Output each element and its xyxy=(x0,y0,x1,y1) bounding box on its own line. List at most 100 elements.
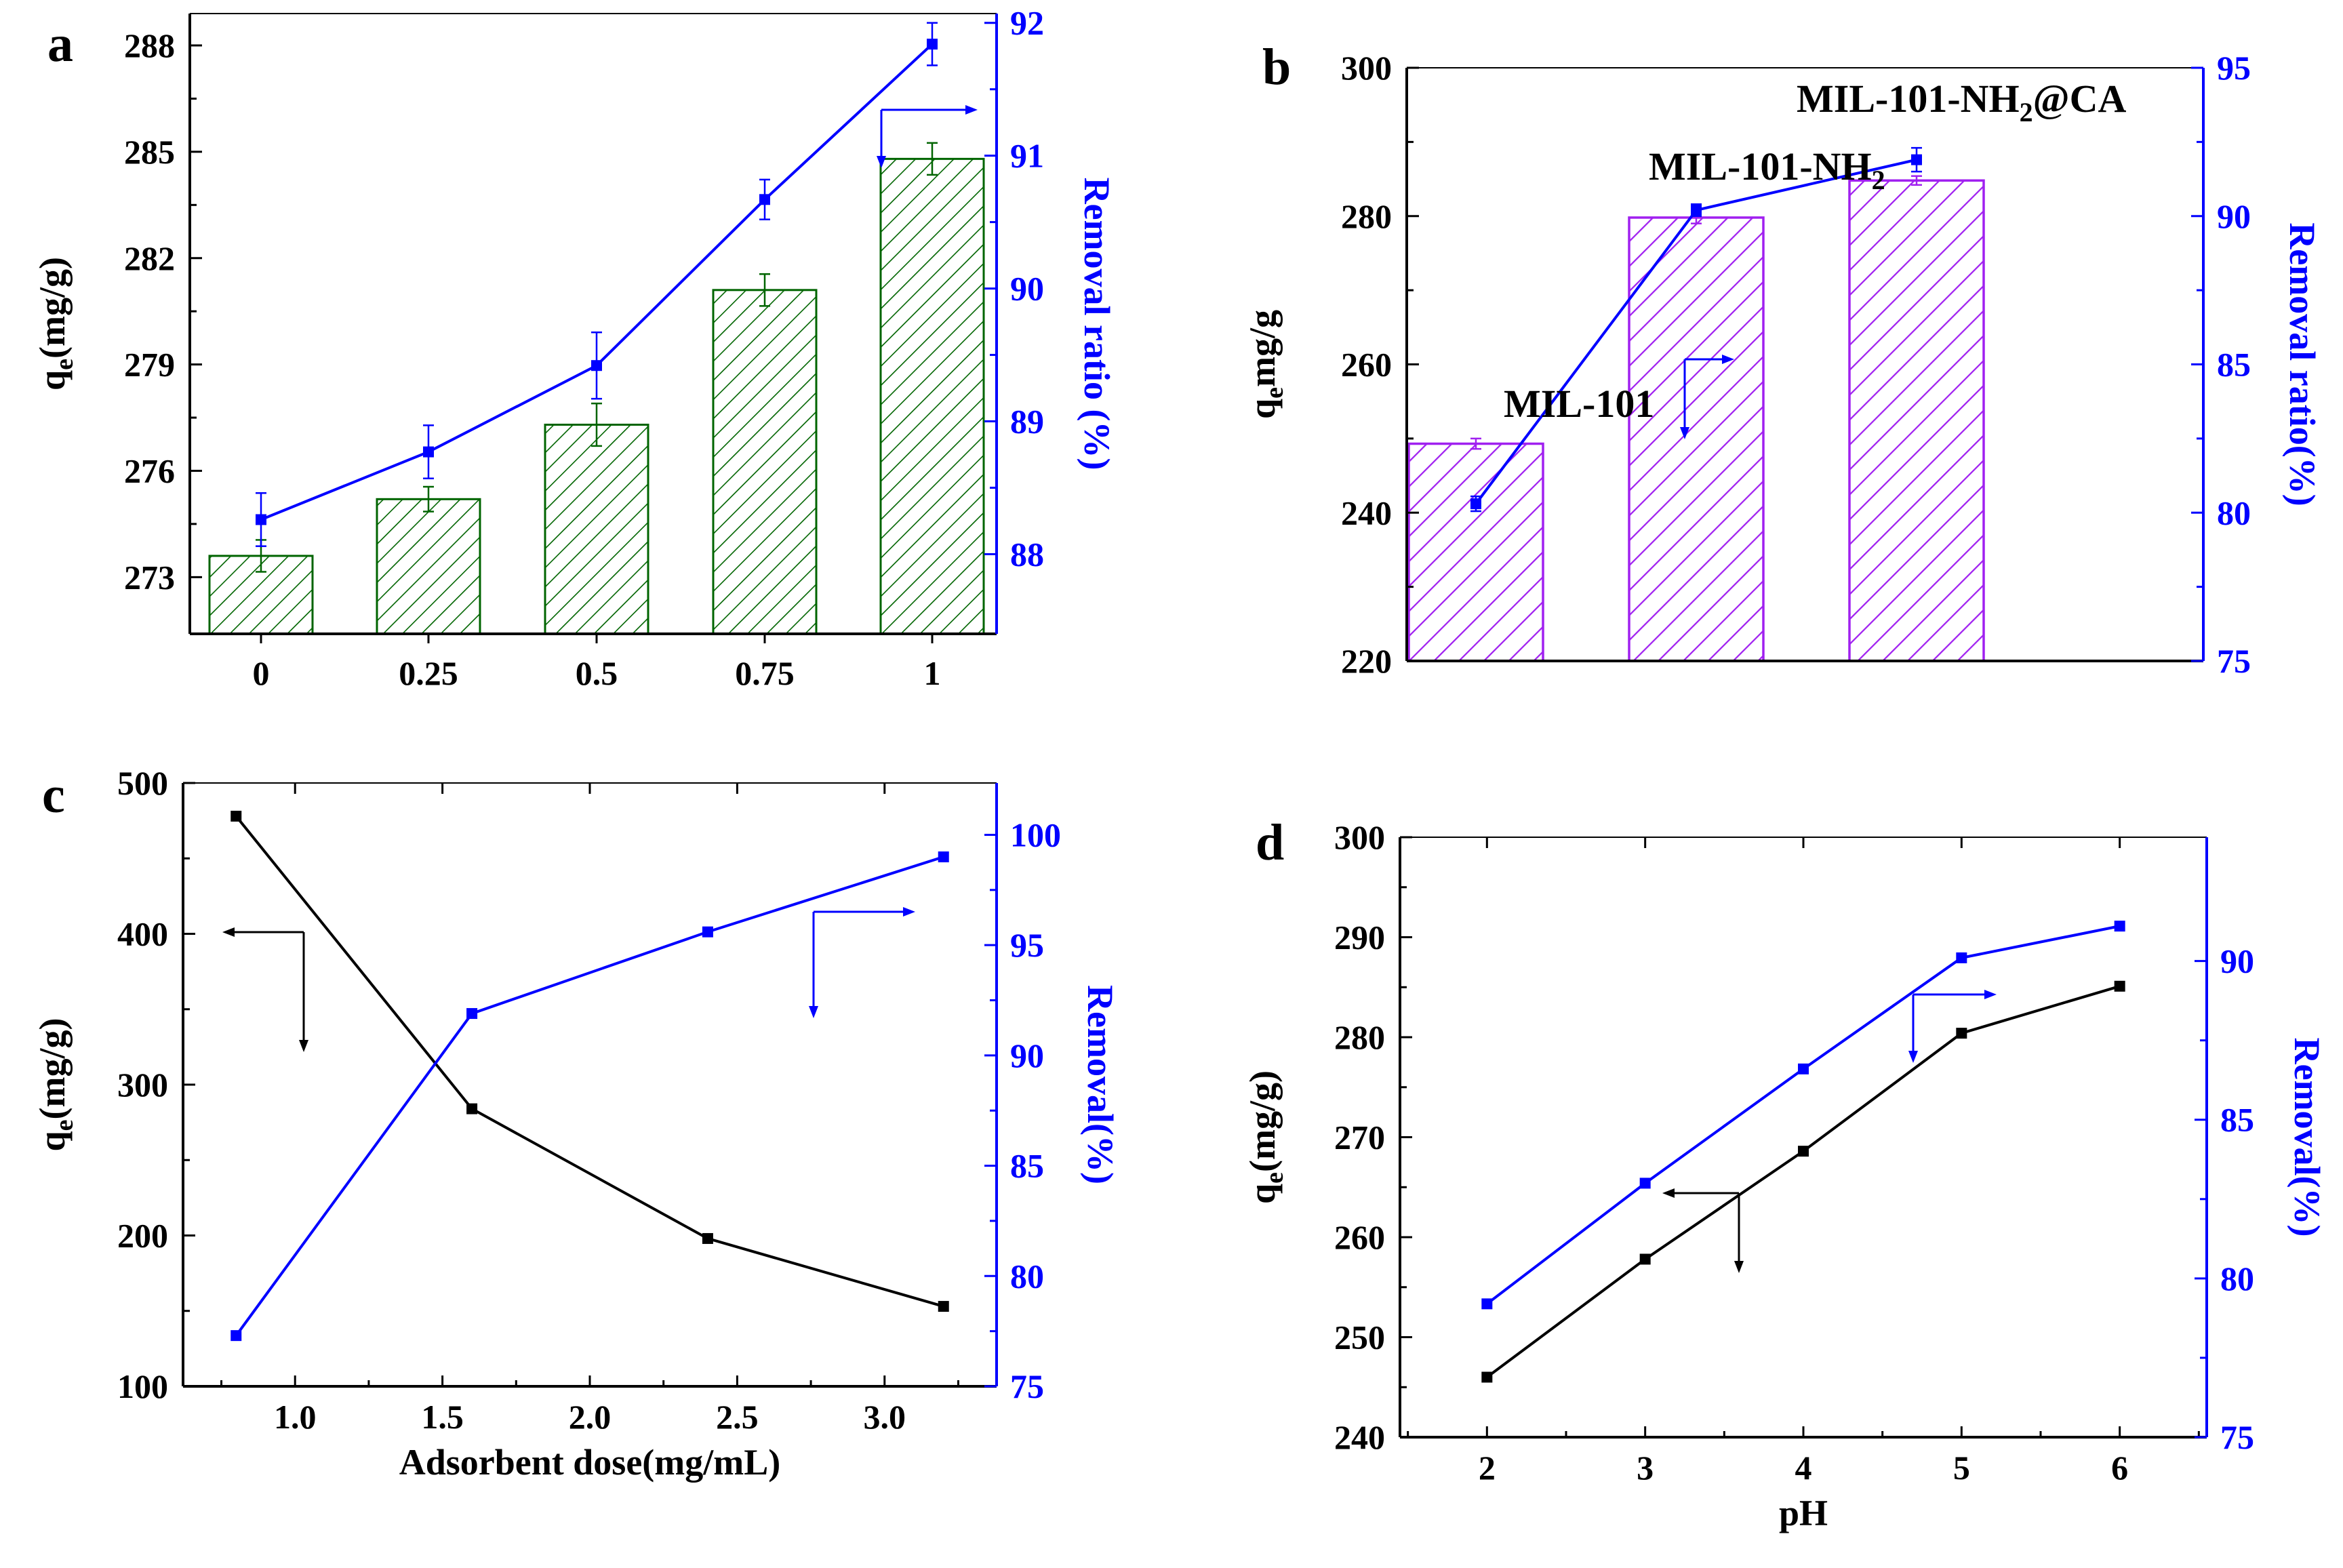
panel-c-point-removal xyxy=(231,1330,242,1342)
panel-d-x-tick-label: 5 xyxy=(1953,1449,1970,1487)
panel-d-left-tick-label: 250 xyxy=(1334,1319,1385,1356)
panel-a-x-tick-label: 0.25 xyxy=(399,654,458,692)
panel-d-x-tick-label: 6 xyxy=(2111,1449,2128,1487)
panel-c-right-tick-label: 75 xyxy=(1010,1367,1044,1405)
panel-c-xlabel: Adsorbent dose(mg/mL) xyxy=(399,1442,781,1483)
panel-c-point-removal xyxy=(702,926,713,938)
panel-d-x-tick-label: 3 xyxy=(1637,1449,1654,1487)
panel-a-x-tick-label: 1 xyxy=(924,654,941,692)
panel-c-ylabel: qe(mg/g) xyxy=(32,1018,79,1152)
panel-d-removal-pointer-h-head xyxy=(1984,990,1997,999)
panel-c-x-tick-label: 2.0 xyxy=(569,1398,612,1436)
panel-a-line-point xyxy=(927,39,938,50)
panel-c-point-qe xyxy=(702,1232,713,1244)
panel-c-letter: c xyxy=(42,767,65,824)
panel-b-left-tick-label: 300 xyxy=(1341,49,1392,87)
panel-c-x-tick-label: 3.0 xyxy=(864,1398,906,1436)
panel-a-left-tick-label: 282 xyxy=(124,239,175,277)
panel-d-left-tick-label: 280 xyxy=(1334,1018,1385,1056)
panel-b-right-tick-label: 75 xyxy=(2217,642,2251,680)
panel-a-letter: a xyxy=(47,16,73,73)
panel-c-point-removal xyxy=(938,851,949,863)
panel-d-point-qe xyxy=(1956,1028,1967,1039)
panel-b-bar-label: MIL-101 xyxy=(1504,382,1654,426)
panel-c-right-tick-label: 95 xyxy=(1010,926,1044,964)
panel-b-left-tick-label: 240 xyxy=(1341,494,1392,531)
panel-d-point-qe xyxy=(1639,1253,1651,1265)
panel-b-right-tick-label: 90 xyxy=(2217,197,2251,235)
panel-a-axis-pointer-v-head xyxy=(877,156,886,168)
panel-c-left-tick-label: 500 xyxy=(117,764,168,802)
panel-b-line-point xyxy=(1470,498,1481,510)
panel-a-line-point xyxy=(423,446,434,458)
panel-d-left-tick-label: 290 xyxy=(1334,919,1385,957)
panel-d-left-tick-label: 300 xyxy=(1334,818,1385,856)
panel-b-line-point xyxy=(1691,205,1702,216)
panel-b-axis-pointer-v-head xyxy=(1680,427,1689,439)
panel-c-point-removal xyxy=(466,1008,478,1020)
panel-d: d 2 3 4 5 6 pH 240 250 260 270 280 290 300 75 80 85 90 qe… xyxy=(1242,814,2327,1533)
panel-c-point-qe xyxy=(231,810,242,822)
panel-c-point-qe xyxy=(466,1103,478,1114)
panel-c-qe-pointer-h-head xyxy=(222,927,235,937)
panel-a-right-tick-label: 88 xyxy=(1010,535,1044,573)
panel-d-right-tick-label: 75 xyxy=(2220,1418,2254,1456)
panel-c-series-removal xyxy=(235,856,944,1337)
panel-c-right-tick-label: 100 xyxy=(1010,816,1061,853)
panel-c-left-tick-label: 300 xyxy=(117,1066,168,1104)
panel-b-left-tick-label: 220 xyxy=(1341,642,1392,680)
panel-b-ylabel: qemg/g xyxy=(1242,310,1289,419)
panel-a-line-point xyxy=(759,194,770,205)
panel-c-x-tick-label: 2.5 xyxy=(716,1398,759,1436)
panel-b-bar xyxy=(1628,216,1765,662)
panel-c-right-tick-label: 85 xyxy=(1010,1147,1044,1185)
panel-c-y2label: Removal(%) xyxy=(1080,985,1121,1184)
panel-d-ylabel: qe(mg/g) xyxy=(1242,1070,1289,1204)
panel-a-line-point xyxy=(256,514,266,525)
panel-d-point-removal xyxy=(2114,921,2125,932)
panel-d-point-removal xyxy=(1798,1063,1809,1074)
panel-a-right-tick-label: 90 xyxy=(1010,270,1044,308)
panel-a-line-point xyxy=(591,360,602,371)
panel-d-series-qe xyxy=(1486,984,2121,1379)
panel-c-left-tick-label: 200 xyxy=(117,1217,168,1255)
panel-b-right-tick-label: 95 xyxy=(2217,49,2251,87)
panel-d-letter: d xyxy=(1256,814,1284,871)
panel-b-right-tick-label: 80 xyxy=(2217,494,2251,531)
panel-c-left-tick-label: 100 xyxy=(117,1367,168,1405)
panel-d-x-tick-label: 2 xyxy=(1479,1449,1496,1487)
panel-a-bar xyxy=(376,498,481,635)
panel-c: c 1.0 1.5 2.0 2.5 3.0 Adsorbent dose(mg/mL) 10… xyxy=(32,764,1121,1483)
panel-b-bar xyxy=(1848,179,1985,662)
panel-a-x-tick-label: 0.5 xyxy=(576,654,618,692)
panel-c-series-qe xyxy=(235,815,944,1308)
panel-d-xlabel: pH xyxy=(1779,1493,1828,1533)
panel-a-x-tick-label: 0.75 xyxy=(735,654,795,692)
panel-b-right-tick-label: 85 xyxy=(2217,346,2251,384)
panel-a-left-tick-label: 285 xyxy=(124,133,175,171)
panel-a-y2label: Removal ratio (%) xyxy=(1077,178,1117,470)
panel-c-removal-pointer-v-head xyxy=(809,1006,818,1018)
panel-c-removal-pointer-h-head xyxy=(903,907,915,917)
panel-a: a 0 0.25 0.5 0.75 1 273 276 279 282 285 288 88 89 90 9… xyxy=(32,4,1117,692)
panel-d-right-tick-label: 80 xyxy=(2220,1260,2254,1298)
panel-d-qe-pointer-v-head xyxy=(1734,1261,1744,1273)
panel-d-point-removal xyxy=(1956,952,1967,963)
panel-d-right-tick-label: 90 xyxy=(2220,942,2254,980)
panel-b-bar-label: MIL-101-NH2 xyxy=(1649,144,1885,195)
panel-b-y2label: Removal ratio(%) xyxy=(2282,222,2323,506)
panel-d-point-qe xyxy=(1481,1371,1493,1383)
panel-b-bar xyxy=(1407,442,1544,662)
panel-a-right-tick-label: 89 xyxy=(1010,403,1044,441)
panel-a-left-tick-label: 279 xyxy=(124,346,175,384)
panel-d-right-tick-label: 85 xyxy=(2220,1101,2254,1139)
panel-d-point-removal xyxy=(1481,1298,1493,1310)
panel-d-point-qe xyxy=(2114,980,2125,992)
panel-d-point-qe xyxy=(1798,1146,1809,1157)
panel-b: b 220 240 260 280 300 75 80 85 90 95 qemg/g Removal… xyxy=(1242,39,2323,680)
panel-d-removal-pointer-v-head xyxy=(1908,1051,1918,1063)
panel-d-point-removal xyxy=(1639,1178,1651,1189)
panel-b-bar-label: MIL-101-NH2@CA xyxy=(1797,77,2126,127)
panel-a-axis-pointer-h-head xyxy=(965,105,978,115)
